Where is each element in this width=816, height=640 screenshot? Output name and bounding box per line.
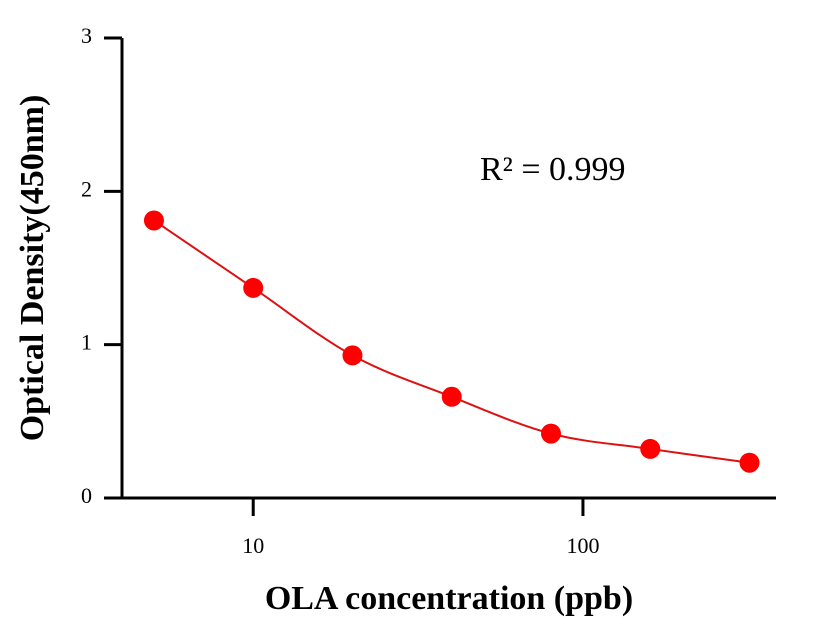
y-tick-label: 2: [81, 176, 92, 201]
data-point: [441, 386, 462, 407]
data-point: [342, 345, 363, 366]
y-axis-title: Optical Density(450nm): [14, 95, 51, 442]
annotation: R² = 0.999: [480, 151, 626, 188]
data-point: [640, 438, 661, 459]
data-point: [739, 452, 760, 473]
y-tick-label: 1: [81, 330, 92, 355]
data-point: [243, 277, 264, 298]
fit-curve: [153, 219, 750, 464]
x-axis-title: OLA concentration (ppb): [265, 580, 633, 617]
x-tick-label: 10: [242, 533, 264, 558]
y-tick-label: 0: [81, 483, 92, 508]
data-point: [143, 210, 164, 231]
data-point: [540, 423, 561, 444]
x-tick-label: 100: [566, 533, 599, 558]
y-tick-label: 3: [81, 23, 92, 48]
